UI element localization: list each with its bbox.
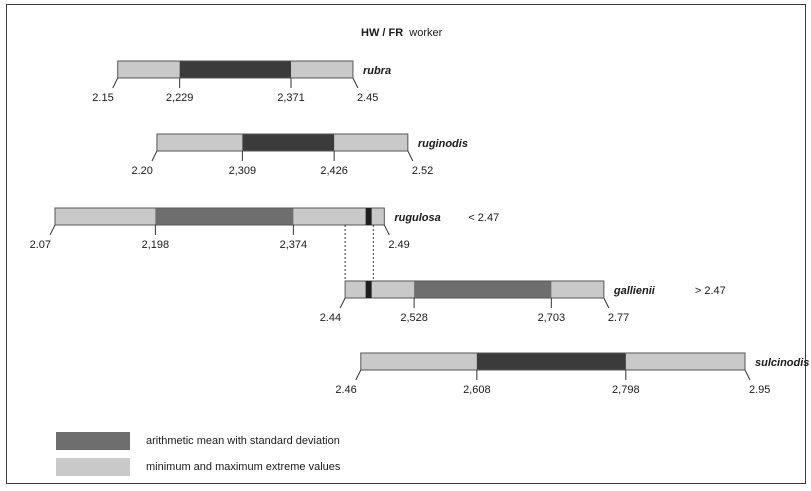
tick-label-gallienii-3: 2.77	[608, 312, 629, 324]
tick-label-gallienii-1: 2,528	[400, 312, 428, 324]
tick-label-rubra-2: 2,371	[277, 92, 305, 104]
tick-label-rubra-1: 2,229	[166, 92, 194, 104]
threshold-mark-rugulosa	[365, 208, 372, 225]
tick-gallienii-0	[339, 297, 346, 309]
tick-ruginodis-0	[151, 150, 158, 162]
tick-label-rugulosa-3: 2.49	[388, 239, 409, 251]
tick-label-rugulosa-1: 2,198	[142, 239, 170, 251]
bar-outline-rugulosa	[54, 207, 385, 226]
sd-bar-rugulosa	[155, 208, 294, 225]
threshold-mark-gallienii	[365, 281, 372, 298]
tick-label-sulcinodis-1: 2,608	[463, 384, 491, 396]
tick-label-ruginodis-2: 2,426	[320, 165, 348, 177]
tick-label-sulcinodis-3: 2.95	[749, 384, 770, 396]
legend-label-sd: arithmetic mean with standard deviation	[146, 435, 340, 447]
tick-label-sulcinodis-0: 2.46	[335, 384, 356, 396]
bar-outline-gallienii	[344, 280, 605, 299]
species-label-rubra: rubra	[363, 65, 391, 77]
species-label-rugulosa: rugulosa	[394, 212, 440, 224]
species-label-ruginodis: ruginodis	[418, 138, 468, 150]
legend-swatch-range	[56, 458, 130, 476]
tick-label-ruginodis-0: 2.20	[132, 165, 153, 177]
tick-label-ruginodis-3: 2.52	[412, 165, 433, 177]
species-note-rugulosa: < 2.47	[468, 212, 499, 224]
tick-label-rugulosa-2: 2,374	[280, 239, 308, 251]
tick-label-rugulosa-0: 2.07	[30, 239, 51, 251]
tick-gallienii-3	[603, 297, 610, 309]
chart-frame	[6, 4, 806, 484]
bar-outline-sulcinodis	[360, 352, 746, 371]
chart-title-bold: HW / FR	[361, 27, 404, 39]
sd-bar-ruginodis	[242, 134, 335, 151]
legend-item-range: minimum and maximum extreme values	[56, 458, 340, 476]
tick-rubra-3	[352, 77, 359, 89]
legend-item-sd: arithmetic mean with standard deviation	[56, 432, 340, 450]
sd-bar-sulcinodis	[476, 353, 626, 370]
tick-label-gallienii-2: 2,703	[538, 312, 566, 324]
bar-outline-ruginodis	[156, 133, 409, 152]
species-label-sulcinodis: sulcinodis	[755, 357, 809, 369]
tick-rugulosa-0	[49, 224, 56, 236]
sd-bar-gallienii	[414, 281, 552, 298]
legend-label-range: minimum and maximum extreme values	[146, 461, 341, 473]
tick-rubra-0	[112, 77, 119, 89]
chart-title-rest: worker	[409, 27, 443, 39]
sd-bar-rubra	[179, 61, 292, 78]
bar-outline-rubra	[117, 60, 354, 79]
chart-title: HW / FR worker	[361, 27, 442, 39]
tick-label-gallienii-0: 2.44	[320, 312, 341, 324]
tick-label-ruginodis-1: 2,309	[229, 165, 257, 177]
species-label-gallienii: gallienii	[613, 285, 656, 297]
tick-ruginodis-3	[407, 150, 414, 162]
tick-label-rubra-3: 2.45	[357, 92, 378, 104]
tick-label-rubra-0: 2.15	[92, 92, 113, 104]
species-note-gallienii: > 2.47	[695, 285, 726, 297]
tick-rugulosa-3	[383, 224, 390, 236]
tick-label-sulcinodis-2: 2,798	[612, 384, 640, 396]
tick-sulcinodis-0	[355, 369, 362, 381]
legend-swatch-sd	[56, 432, 130, 450]
tick-sulcinodis-3	[744, 369, 751, 381]
